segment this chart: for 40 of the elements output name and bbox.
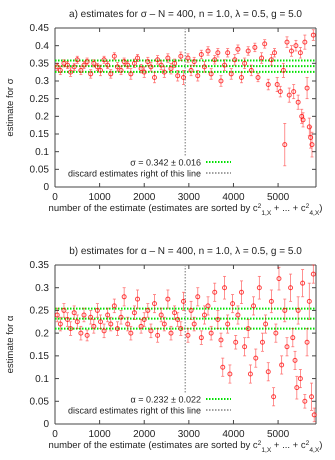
x-tick-label: 2000 bbox=[133, 192, 156, 204]
chart-title: a) estimates for σ – N = 400, n = 1.0, λ = 0.5, g = 5.0 bbox=[69, 9, 302, 20]
x-tick-label: 1000 bbox=[88, 192, 112, 204]
x-tick-label: 4000 bbox=[222, 429, 246, 440]
x-tick-label: 0 bbox=[52, 192, 58, 204]
x-tick-label: 2000 bbox=[133, 429, 156, 440]
legend-label: discard estimates right of this line bbox=[68, 168, 201, 178]
y-tick-label: 0.15 bbox=[30, 351, 50, 362]
legend-label: α = 0.232 ± 0.022 bbox=[130, 394, 201, 404]
x-tick-label: 0 bbox=[52, 429, 58, 440]
x-tick-label: 3000 bbox=[178, 429, 200, 440]
x-tick-label: 4000 bbox=[222, 192, 246, 204]
x-axis-title: number of the estimate (estimates are sorted by c$^{2}$$_{1,X}$ + ... + c$^{2}$$_{4,X}$) bbox=[48, 440, 322, 454]
x-tick-label: 1000 bbox=[88, 429, 112, 440]
x-axis-title: number of the estimate (estimates are sorted by c$^{2}$$_{1,X}$ + ... + c$^{2}$$_{4,X}$) bbox=[48, 202, 322, 216]
y-tick-label: 0.25 bbox=[30, 94, 50, 105]
x-tick-label: 5000 bbox=[266, 429, 290, 440]
y-tick-label: 0 bbox=[43, 419, 50, 430]
y-tick-label: 0.35 bbox=[30, 260, 50, 272]
y-tick-label: 0 bbox=[43, 182, 50, 194]
y-tick-label: 0.05 bbox=[30, 396, 50, 408]
y-tick-label: 0.1 bbox=[35, 146, 50, 158]
legend-label: σ = 0.342 ± 0.016 bbox=[130, 158, 201, 168]
y-tick-label: 0.3 bbox=[35, 282, 50, 294]
y-tick-label: 0.25 bbox=[30, 306, 50, 317]
y-axis-title: estimate for σ bbox=[5, 78, 16, 137]
y-tick-label: 0.4 bbox=[35, 40, 50, 52]
y-tick-label: 0.15 bbox=[30, 129, 50, 140]
y-tick-label: 0.3 bbox=[35, 76, 50, 88]
y-tick-label: 0.2 bbox=[35, 112, 50, 123]
chart-title: b) estimates for α – N = 400, n = 1.0, λ = 0.5, g = 5.0 bbox=[69, 246, 302, 257]
y-tick-label: 0.1 bbox=[35, 374, 50, 385]
y-tick-label: 0.45 bbox=[30, 23, 50, 34]
y-tick-label: 0.2 bbox=[35, 328, 50, 340]
y-tick-label: 0.35 bbox=[30, 58, 50, 70]
x-tick-label: 5000 bbox=[266, 192, 290, 204]
y-tick-label: 0.05 bbox=[30, 164, 50, 176]
y-axis-title: estimate for α bbox=[5, 315, 16, 374]
legend-label: discard estimates right of this line bbox=[68, 406, 201, 416]
x-tick-label: 3000 bbox=[178, 192, 200, 204]
